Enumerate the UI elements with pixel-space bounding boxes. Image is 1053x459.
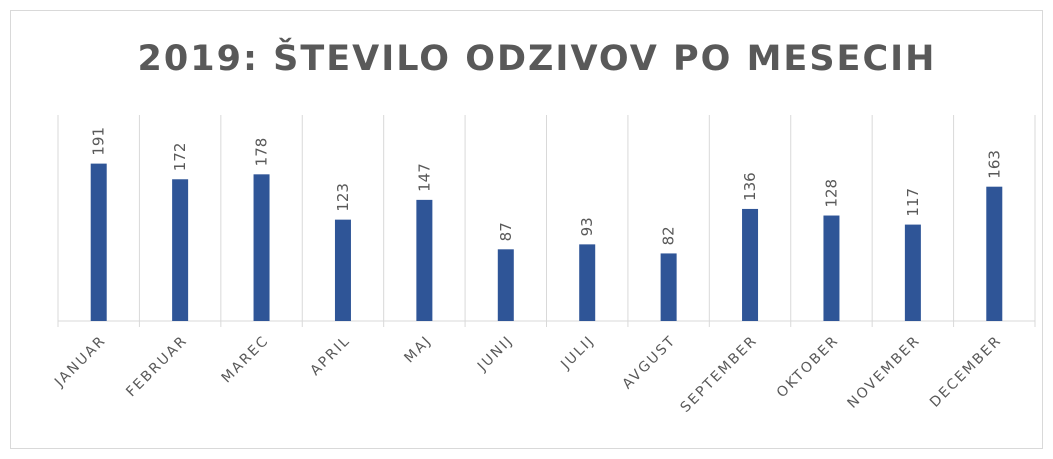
bar bbox=[823, 215, 840, 321]
bar bbox=[986, 186, 1003, 321]
bar bbox=[90, 163, 107, 321]
data-label: 123 bbox=[334, 183, 352, 212]
data-label: 93 bbox=[578, 217, 596, 236]
bar bbox=[904, 224, 921, 321]
data-label: 191 bbox=[90, 127, 108, 156]
data-label: 178 bbox=[253, 138, 271, 167]
data-label: 136 bbox=[741, 172, 759, 201]
data-label: 117 bbox=[904, 188, 922, 217]
data-label: 87 bbox=[497, 222, 515, 241]
bar bbox=[742, 208, 759, 321]
bar bbox=[253, 174, 270, 321]
bar bbox=[172, 179, 189, 321]
bar bbox=[334, 219, 351, 321]
bar bbox=[497, 249, 514, 321]
bar bbox=[416, 199, 433, 321]
data-label: 163 bbox=[985, 150, 1003, 179]
data-label: 128 bbox=[822, 179, 840, 208]
data-label: 172 bbox=[171, 143, 189, 172]
data-label: 82 bbox=[660, 226, 678, 245]
data-label: 147 bbox=[415, 163, 433, 192]
bar bbox=[660, 253, 677, 321]
chart-title: 2019: ŠTEVILO ODZIVOV PO MESECIH bbox=[138, 37, 937, 79]
bar bbox=[579, 244, 596, 321]
